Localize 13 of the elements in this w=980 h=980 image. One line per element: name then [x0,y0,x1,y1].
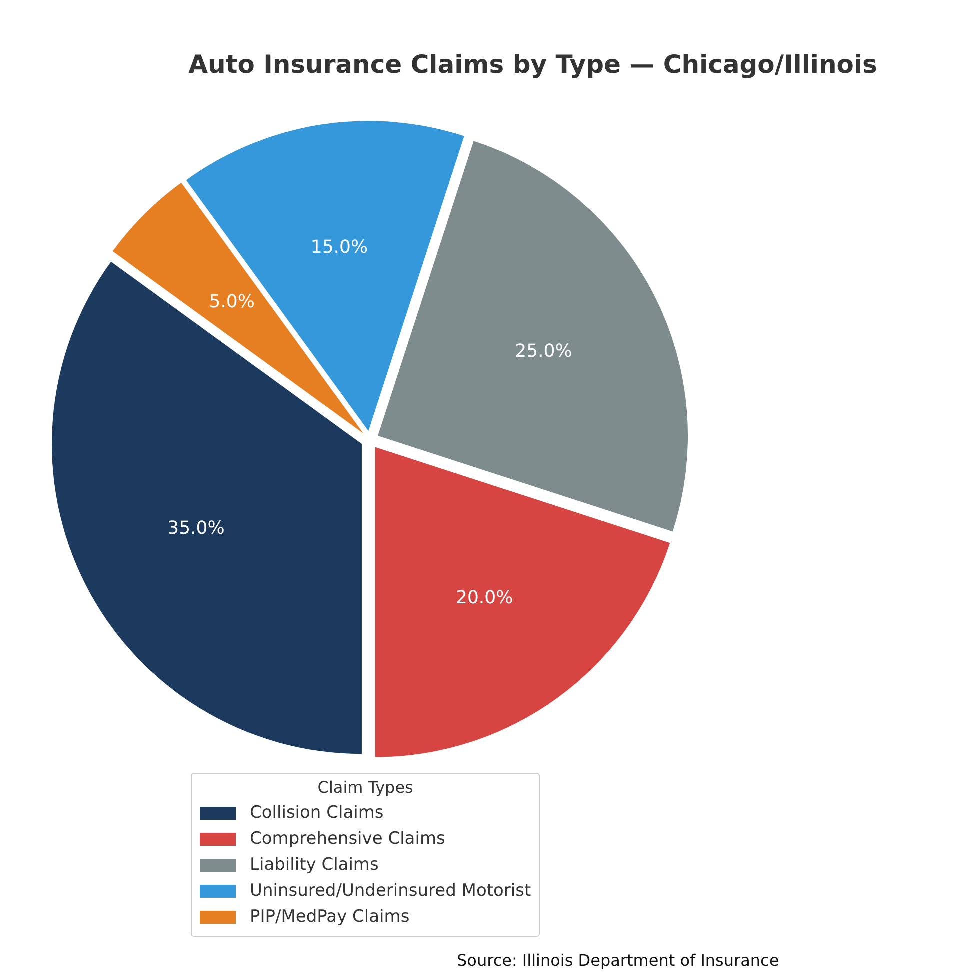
legend-label: Liability Claims [250,855,379,875]
data-label: 15.0% [310,236,368,258]
legend-label: PIP/MedPay Claims [250,907,410,927]
legend-title: Claim Types [316,778,414,797]
data-label: 5.0% [209,292,255,313]
data-label: 35.0% [168,518,225,540]
legend-label: Uninsured/Underinsured Motorist [250,881,532,901]
data-label: 25.0% [515,340,572,362]
legend-label: Collision Claims [250,803,384,823]
source-note: Source: Illinois Department of Insurance [457,951,780,970]
chart-title: Auto Insurance Claims by Type — Chicago/Illinois [188,50,878,79]
data-label: 20.0% [456,587,514,608]
legend-label: Comprehensive Claims [250,829,446,849]
